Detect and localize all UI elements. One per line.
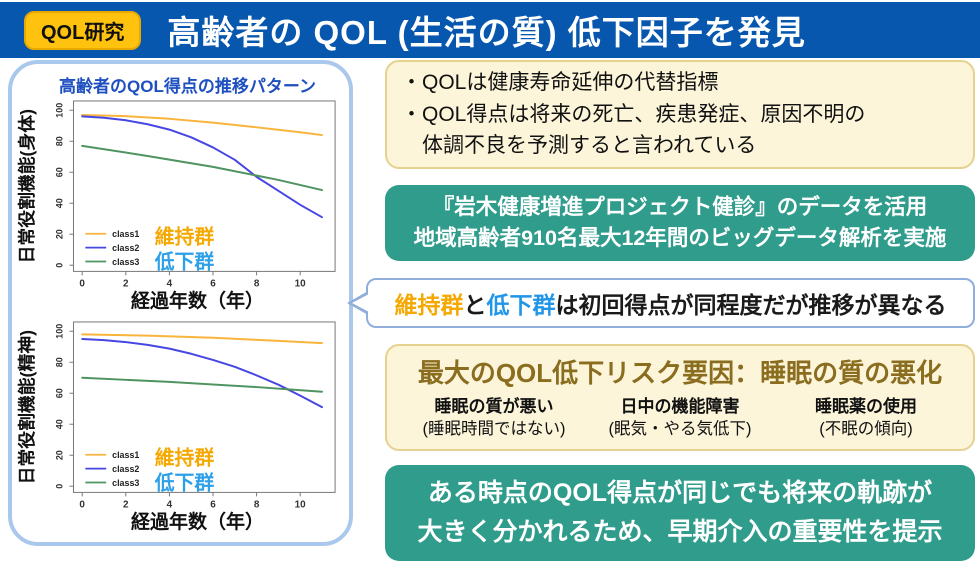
svg-text:100: 100: [55, 103, 65, 118]
qol-background-box: ・QOLは健康寿命延伸の代替指標 ・QOL得点は将来の死亡、疾患発症、原因不明の…: [385, 60, 975, 169]
svg-text:0: 0: [55, 263, 65, 268]
svg-text:20: 20: [55, 450, 65, 460]
svg-text:60: 60: [55, 167, 65, 177]
finding-seg-maintain: 維持群: [394, 291, 464, 318]
risk-item-sleep-medication: 睡眠薬の使用 (不眠の傾向): [773, 396, 959, 440]
background-line-2: ・QOL得点は将来の死亡、疾患発症、原因不明の: [401, 102, 866, 126]
svg-text:class3: class3: [112, 478, 139, 488]
svg-text:60: 60: [55, 388, 65, 398]
risk-item-title: 睡眠の質が悪い: [434, 396, 554, 416]
risk-item-sub: (睡眠時間ではない): [422, 419, 566, 438]
chart-panel: 高齢者のQOL得点の推移パターン 0 2 4 6 8 10 0 20 40 60 80 100 日常役割…: [8, 60, 353, 546]
chart-xlabel-physical: 経過年数（年）: [130, 291, 264, 313]
risk-item-daytime-dysfunction: 日中の機能障害 (眠気・やる気低下): [587, 396, 773, 440]
svg-text:class1: class1: [112, 229, 139, 239]
svg-text:0: 0: [55, 484, 65, 489]
risk-item-sub: (眠気・やる気低下): [608, 419, 752, 438]
svg-text:class2: class2: [112, 243, 139, 253]
svg-text:class3: class3: [112, 257, 139, 267]
svg-text:維持群: 維持群: [155, 226, 215, 249]
qol-chart-physical: 0 2 4 6 8 10 0 20 40 60 80 100 日常役割機能(身体) class1 class…: [16, 97, 345, 291]
svg-text:4: 4: [167, 499, 173, 510]
risk-item-title: 日中の機能障害: [620, 396, 740, 416]
dataset-line-1: 『岩木健康増進プロジェクト健診』のデータを活用: [432, 194, 928, 219]
risk-heading: 最大のQOL低下リスク要因：睡眠の質の悪化: [417, 357, 943, 388]
svg-text:20: 20: [55, 229, 65, 239]
risk-factor-box: 最大のQOL低下リスク要因：睡眠の質の悪化 睡眠の質が悪い (睡眠時間ではない)…: [385, 343, 975, 452]
right-column: ・QOLは健康寿命延伸の代替指標 ・QOL得点は将来の死亡、疾患発症、原因不明の…: [347, 60, 975, 561]
dataset-box: 『岩木健康増進プロジェクト健診』のデータを活用 地域高齢者910名最大12年間の…: [385, 184, 975, 261]
header: QOL研究 高齢者の QOL (生活の質) 低下因子を発見: [0, 2, 980, 58]
page-title: 高齢者の QOL (生活の質) 低下因子を発見: [167, 14, 806, 51]
svg-text:4: 4: [167, 278, 173, 289]
svg-text:class2: class2: [112, 464, 139, 474]
qol-chart-mental: 0 2 4 6 8 10 0 20 40 60 80 100 日常役割機能(精神) class1 class…: [16, 318, 345, 512]
svg-text:2: 2: [123, 499, 129, 510]
svg-text:維持群: 維持群: [155, 447, 215, 470]
svg-text:10: 10: [295, 499, 307, 510]
risk-items: 睡眠の質が悪い (睡眠時間ではない) 日中の機能障害 (眠気・やる気低下) 睡眠…: [395, 396, 965, 440]
svg-text:0: 0: [79, 499, 85, 510]
svg-text:80: 80: [55, 357, 65, 367]
risk-item-sub: (不眠の傾向): [819, 419, 913, 438]
chart-xlabel-mental: 経過年数（年）: [130, 512, 264, 534]
finding-seg-decline: 低下群: [486, 291, 556, 318]
svg-text:日常役割機能(身体): 日常役割機能(身体): [16, 109, 37, 264]
svg-text:40: 40: [55, 198, 65, 208]
risk-item-title: 睡眠薬の使用: [815, 396, 917, 416]
finding-callout-bubble: 維持群と低下群は初回得点が同程度だが推移が異なる: [347, 277, 975, 328]
svg-text:0: 0: [79, 278, 85, 289]
category-badge: QOL研究: [24, 10, 142, 50]
svg-text:40: 40: [55, 419, 65, 429]
finding-seg-rest: は初回得点が同程度だが推移が異なる: [555, 291, 947, 318]
svg-text:低下群: 低下群: [154, 250, 215, 273]
svg-text:8: 8: [254, 499, 260, 510]
conclusion-line-1: ある時点のQOL得点が同じでも将来の軌跡が: [427, 479, 933, 508]
svg-text:80: 80: [55, 136, 65, 146]
finding-seg-and: と: [463, 291, 487, 318]
background-line-3: 体調不良を予測すると言われている: [401, 134, 757, 157]
conclusion-box: ある時点のQOL得点が同じでも将来の軌跡が 大きく分かれるため、早期介入の重要性…: [385, 465, 975, 561]
svg-text:10: 10: [295, 278, 307, 289]
svg-text:100: 100: [55, 324, 65, 339]
svg-text:8: 8: [254, 278, 260, 289]
svg-text:6: 6: [210, 278, 216, 289]
risk-item-sleep-quality: 睡眠の質が悪い (睡眠時間ではない): [401, 396, 587, 440]
svg-text:低下群: 低下群: [154, 471, 215, 494]
chart-panel-title: 高齢者のQOL得点の推移パターン: [59, 77, 316, 96]
background-line-1: ・QOLは健康寿命延伸の代替指標: [401, 71, 719, 94]
dataset-line-2: 地域高齢者910名最大12年間のビッグデータ解析を実施: [413, 225, 947, 250]
conclusion-line-2: 大きく分かれるため、早期介入の重要性を提示: [417, 517, 943, 546]
svg-text:class1: class1: [112, 450, 139, 460]
svg-text:日常役割機能(精神): 日常役割機能(精神): [16, 330, 37, 485]
svg-text:2: 2: [123, 278, 129, 289]
svg-text:6: 6: [210, 499, 216, 510]
